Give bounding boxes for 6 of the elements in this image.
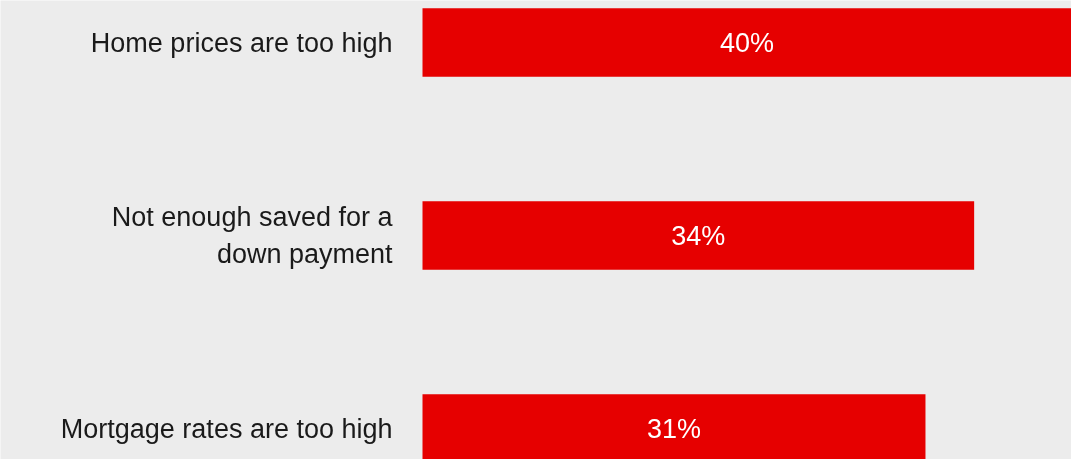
data-label: 34%: [671, 220, 726, 251]
y-tick-label: Not enough saved for a down payment: [111, 202, 394, 269]
data-label: 31%: [646, 413, 702, 444]
data-label: 40%: [719, 27, 775, 58]
y-tick-label: Mortgage rates are too high: [60, 413, 393, 444]
y-tick-label: Home prices are too high: [90, 27, 393, 58]
